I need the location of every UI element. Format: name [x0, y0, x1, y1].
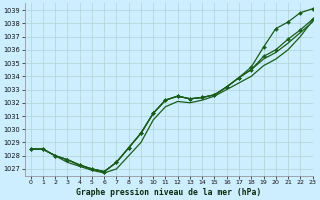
X-axis label: Graphe pression niveau de la mer (hPa): Graphe pression niveau de la mer (hPa) [76, 188, 261, 197]
